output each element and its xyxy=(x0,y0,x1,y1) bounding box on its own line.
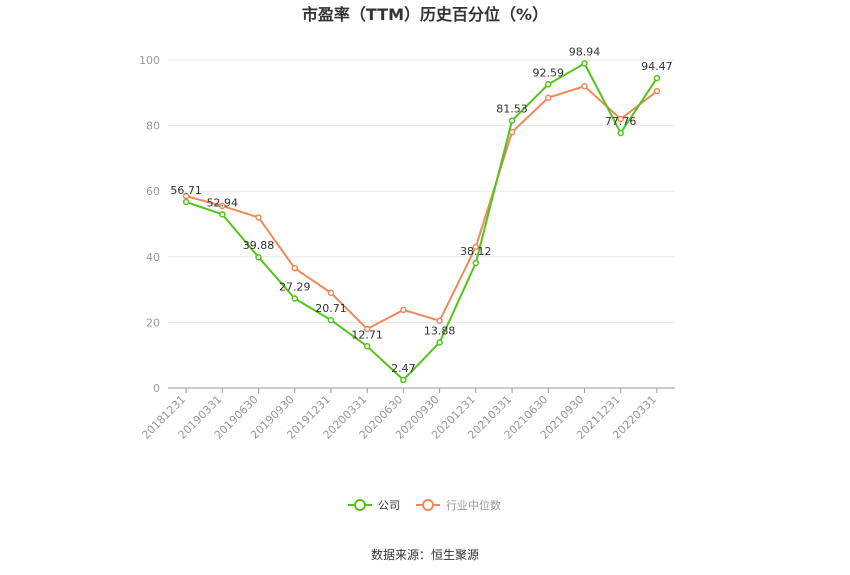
company-point xyxy=(508,117,516,124)
industry-median-point xyxy=(363,325,371,333)
industry-median-point xyxy=(545,94,552,101)
data-label: 52.94 xyxy=(207,196,239,209)
industry-median-point xyxy=(472,243,480,251)
industry-median-point xyxy=(219,202,226,210)
series-layer xyxy=(182,60,661,384)
company-point xyxy=(653,74,661,82)
legend[interactable]: 公司 行业中位数 xyxy=(348,498,501,512)
industry-median-point xyxy=(400,306,407,314)
industry-median-point xyxy=(581,82,588,90)
company-point xyxy=(291,295,298,302)
industry-median-point xyxy=(291,265,298,272)
y-axis: 0 20 40 60 80 100 xyxy=(139,54,160,395)
company-point xyxy=(617,129,624,137)
data-label: 56.71 xyxy=(170,184,202,197)
legend-label: 公司 xyxy=(378,499,400,512)
data-label: 13.88 xyxy=(424,324,456,337)
company-point xyxy=(327,316,335,324)
company-point xyxy=(219,211,226,218)
legend-swatch-marker xyxy=(422,499,434,511)
data-label: 98.94 xyxy=(569,45,601,58)
industry-median-point xyxy=(255,214,262,221)
company-point xyxy=(472,259,480,267)
data-label: 12.71 xyxy=(351,328,383,341)
y-tick-label: 80 xyxy=(146,120,160,133)
industry-median-point xyxy=(327,289,335,297)
legend-label: 行业中位数 xyxy=(446,498,501,512)
company-point xyxy=(182,198,190,206)
data-label: 20.71 xyxy=(315,302,347,315)
data-label: 94.47 xyxy=(641,60,673,73)
y-tick-label: 40 xyxy=(146,251,160,264)
company-point xyxy=(255,253,262,261)
data-label: 27.29 xyxy=(279,280,311,293)
legend-swatch-marker xyxy=(354,499,366,511)
data-label: 77.76 xyxy=(605,115,637,128)
company-point xyxy=(545,81,552,88)
y-tick-label: 0 xyxy=(153,382,160,395)
x-axis: 2018123120190331201906302019093020191231… xyxy=(139,387,675,442)
data-labels: 56.71 52.94 39.88 27.29 20.71 12.71 2.47 13.88 3… xyxy=(170,45,672,374)
data-label: 81.53 xyxy=(496,103,528,116)
industry-median-point xyxy=(436,317,443,325)
company-point xyxy=(400,376,407,384)
data-label: 2.47 xyxy=(391,362,416,375)
source-note: 数据来源：恒生聚源 xyxy=(371,547,479,562)
industry-median-point xyxy=(182,192,190,200)
industry-median-point xyxy=(653,87,661,95)
y-tick-label: 60 xyxy=(146,185,160,198)
company-point xyxy=(436,339,443,346)
industry-median-line xyxy=(185,85,658,330)
industry-median-point xyxy=(617,115,624,123)
y-tick-label: 100 xyxy=(139,54,160,67)
company-point xyxy=(581,60,588,67)
data-label: 38.12 xyxy=(460,245,492,258)
y-tick-label: 20 xyxy=(146,316,160,329)
company-line xyxy=(185,62,658,381)
gridlines xyxy=(168,59,675,323)
data-label: 92.59 xyxy=(533,66,565,79)
data-label: 39.88 xyxy=(243,239,275,252)
legend-item-company[interactable]: 公司 xyxy=(348,499,400,512)
company-point xyxy=(363,343,371,350)
chart-title: 市盈率（TTM）历史百分位（%） xyxy=(302,5,548,24)
legend-item-industry-median[interactable]: 行业中位数 xyxy=(416,498,501,512)
